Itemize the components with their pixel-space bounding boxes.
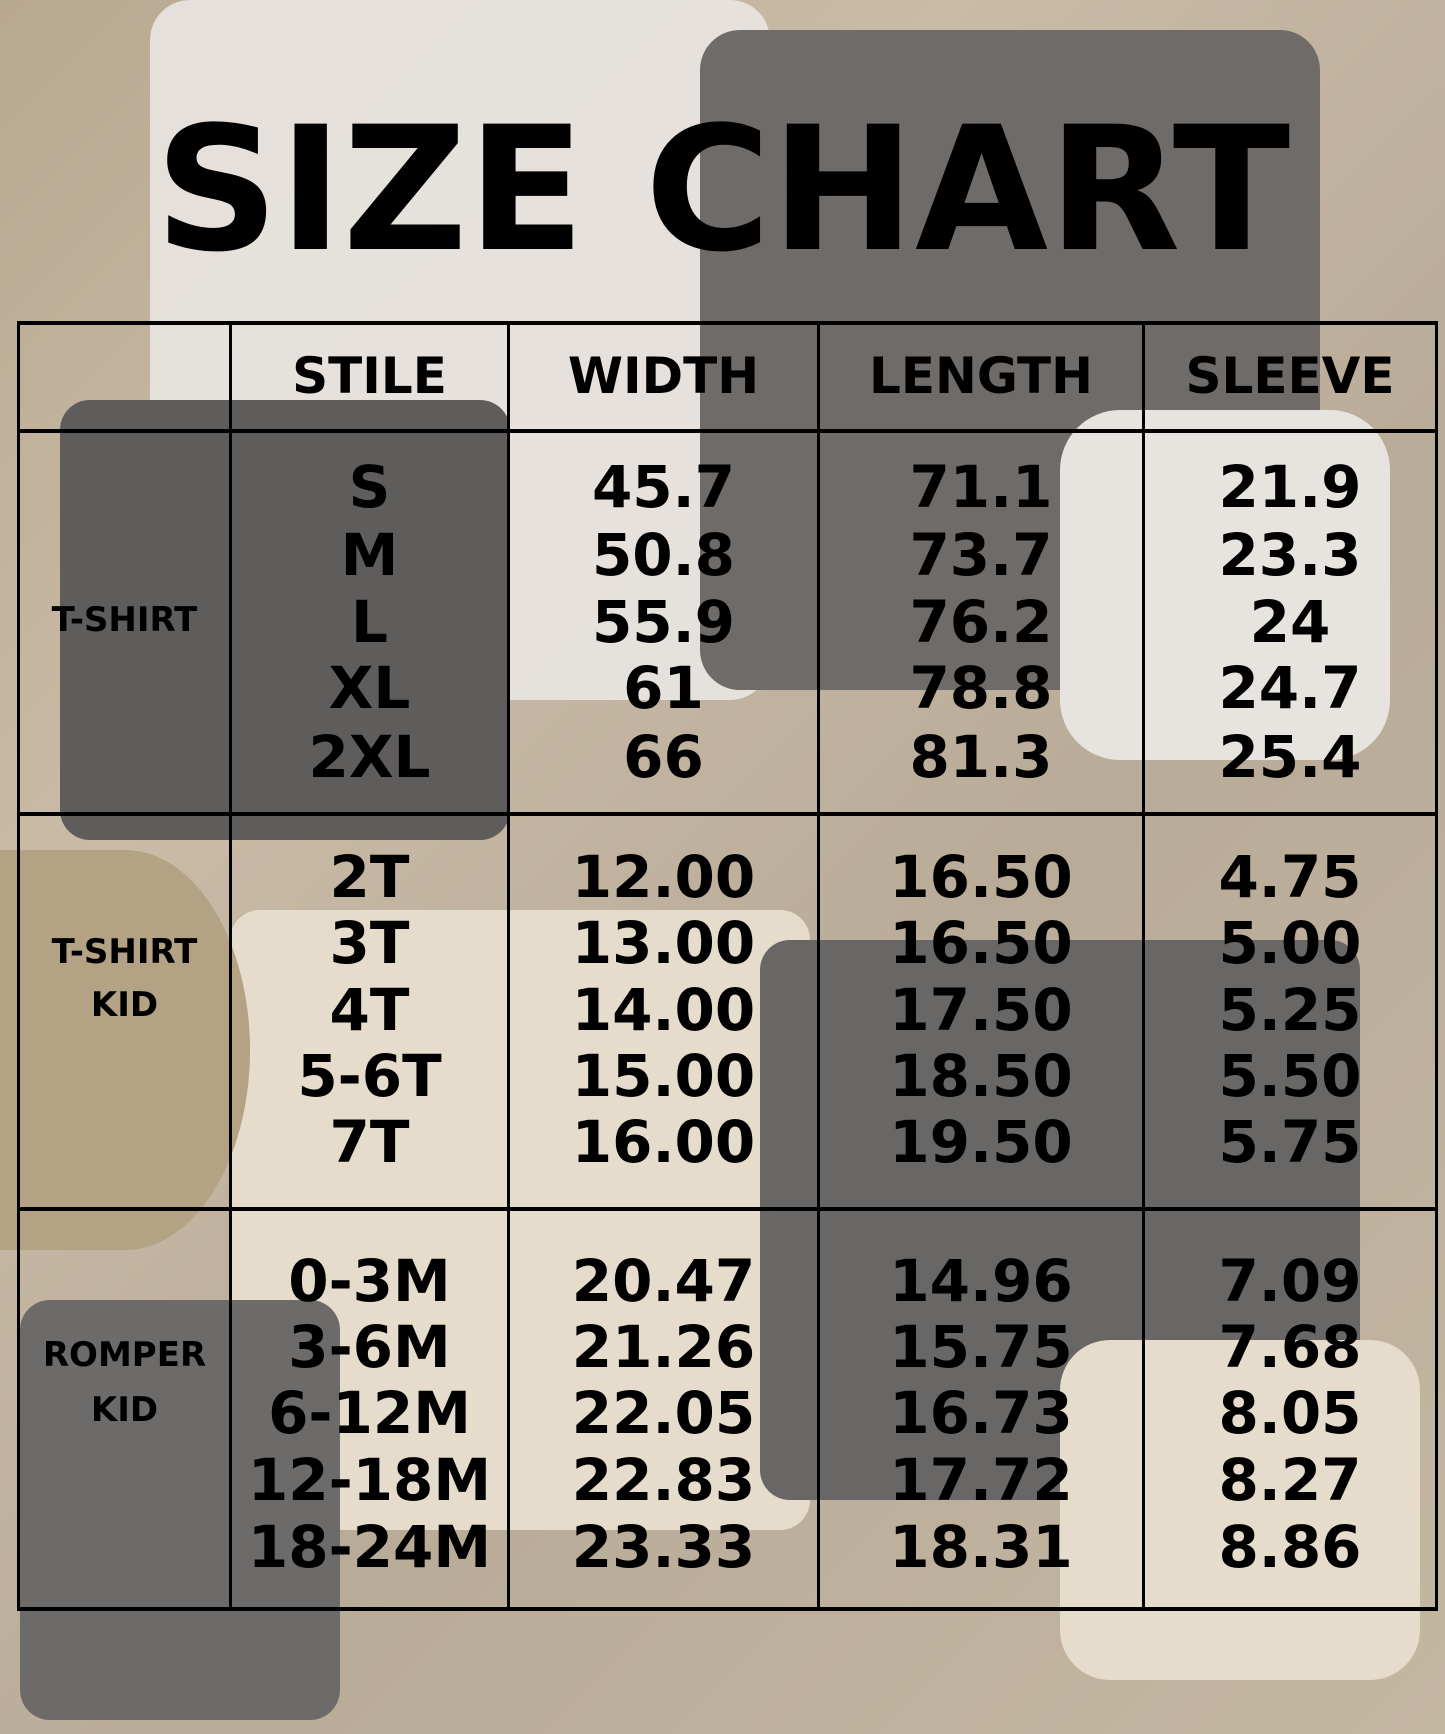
section-label: T-SHIRT	[51, 600, 198, 640]
header-sleeve: SLEEVE	[1185, 347, 1395, 405]
cell-size: M	[340, 521, 399, 589]
table-border-top	[17, 321, 1438, 325]
cell-width: 20.47	[571, 1247, 756, 1315]
section-divider	[17, 812, 1438, 816]
cell-width: 55.9	[591, 588, 736, 656]
cell-sleeve: 7.09	[1218, 1247, 1362, 1315]
cell-size: 18-24M	[247, 1513, 492, 1581]
column-divider	[17, 323, 20, 1610]
cell-size: 7T	[329, 1108, 410, 1176]
cell-sleeve: 8.27	[1218, 1446, 1362, 1514]
cell-sleeve: 21.9	[1218, 453, 1362, 521]
column-divider	[229, 323, 232, 1610]
cell-sleeve: 4.75	[1218, 843, 1362, 911]
cell-width: 23.33	[571, 1513, 756, 1581]
cell-sleeve: 8.05	[1218, 1379, 1362, 1447]
cell-width: 66	[623, 723, 704, 791]
cell-size: 12-18M	[247, 1446, 492, 1514]
cell-sleeve: 8.86	[1218, 1513, 1362, 1581]
cell-size: L	[351, 588, 388, 656]
cell-width: 21.26	[571, 1313, 756, 1381]
cell-size: S	[348, 453, 391, 521]
cell-size: 3-6M	[288, 1313, 451, 1381]
cell-length: 17.50	[889, 976, 1073, 1044]
cell-length: 17.72	[889, 1446, 1073, 1514]
cell-length: 14.96	[889, 1247, 1073, 1315]
cell-length: 15.75	[889, 1313, 1073, 1381]
cell-sleeve: 23.3	[1218, 521, 1362, 589]
column-divider	[507, 323, 510, 1610]
cell-width: 12.00	[571, 843, 756, 911]
cell-length: 71.1	[909, 453, 1053, 521]
cell-width: 61	[623, 654, 704, 722]
cell-width: 45.7	[591, 453, 736, 521]
cream-romper-photo	[1060, 1340, 1420, 1680]
cell-size: 6-12M	[268, 1379, 471, 1447]
cell-length: 19.50	[889, 1108, 1073, 1176]
cell-length: 18.50	[889, 1042, 1073, 1110]
header-length: LENGTH	[869, 347, 1093, 405]
dark-tshirt-photo	[60, 400, 510, 840]
cell-size: 3T	[329, 909, 410, 977]
cell-size: 2XL	[308, 723, 431, 791]
cell-length: 78.8	[909, 654, 1053, 722]
cell-width: 14.00	[571, 976, 756, 1044]
cell-width: 22.83	[571, 1446, 756, 1514]
cell-length: 81.3	[909, 723, 1053, 791]
cell-length: 16.50	[889, 843, 1073, 911]
column-divider	[1142, 323, 1145, 1610]
cell-size: 0-3M	[288, 1247, 451, 1315]
section-label: T-SHIRT	[51, 932, 198, 972]
cell-size: 2T	[329, 843, 410, 911]
column-divider	[817, 323, 820, 1610]
header-width: WIDTH	[567, 347, 760, 405]
section-label: KID	[90, 985, 159, 1025]
page-title: SIZE CHART	[154, 89, 1291, 290]
white-romper-photo	[1060, 410, 1390, 760]
section-divider	[17, 1207, 1438, 1211]
grey-romper-photo	[20, 1300, 340, 1720]
header-stile: STILE	[292, 347, 447, 405]
cell-width: 13.00	[571, 909, 756, 977]
cell-sleeve: 5.50	[1218, 1042, 1362, 1110]
cell-width: 16.00	[571, 1108, 756, 1176]
section-label: ROMPER	[42, 1335, 207, 1375]
cell-size: 4T	[329, 976, 410, 1044]
table-border-bottom	[17, 1607, 1438, 1611]
cell-length: 18.31	[889, 1513, 1073, 1581]
cell-length: 16.50	[889, 909, 1073, 977]
header-divider	[17, 429, 1438, 433]
straw-hat-photo	[0, 850, 250, 1250]
cell-sleeve: 25.4	[1218, 723, 1362, 791]
cell-width: 15.00	[571, 1042, 756, 1110]
cell-size: XL	[328, 654, 411, 722]
cell-width: 50.8	[591, 521, 736, 589]
cell-length: 73.7	[909, 521, 1053, 589]
cell-sleeve: 5.00	[1218, 909, 1362, 977]
cell-sleeve: 24.7	[1218, 654, 1362, 722]
cell-sleeve: 5.75	[1218, 1108, 1362, 1176]
cell-width: 22.05	[571, 1379, 756, 1447]
cell-size: 5-6T	[297, 1042, 442, 1110]
section-label: KID	[90, 1390, 159, 1430]
cell-length: 16.73	[889, 1379, 1073, 1447]
cell-sleeve: 7.68	[1218, 1313, 1362, 1381]
cell-sleeve: 24	[1249, 588, 1331, 656]
cell-sleeve: 5.25	[1218, 976, 1362, 1044]
column-divider	[1435, 323, 1438, 1610]
cell-length: 76.2	[909, 588, 1053, 656]
